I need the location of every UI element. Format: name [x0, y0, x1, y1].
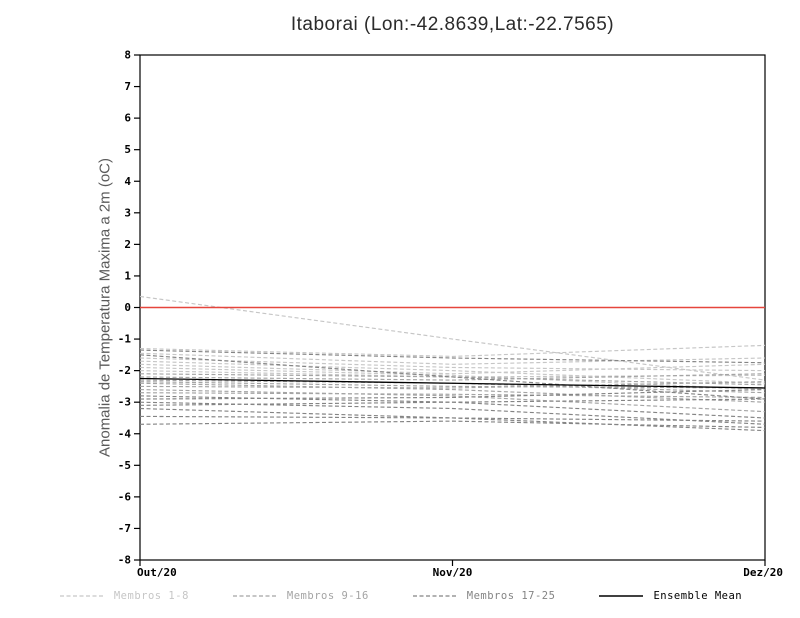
legend-item-ensemble-mean: Ensemble Mean — [597, 590, 742, 602]
svg-text:1: 1 — [124, 269, 131, 282]
ensemble-member-lines — [139, 295, 766, 432]
dashed-line-sample-icon — [232, 595, 277, 597]
svg-text:0: 0 — [124, 301, 131, 314]
svg-text:2: 2 — [124, 238, 131, 251]
legend-label: Ensemble Mean — [653, 590, 743, 602]
svg-text:Nov/20: Nov/20 — [433, 566, 473, 579]
dashed-line-sample-icon — [59, 595, 104, 597]
svg-text:8: 8 — [124, 49, 131, 62]
ensemble-mean-line — [139, 377, 766, 389]
legend-item-membros-1-8: Membros 1-8 — [58, 590, 189, 602]
svg-text:6: 6 — [124, 112, 131, 125]
svg-text:-8: -8 — [118, 554, 131, 567]
svg-text:7: 7 — [124, 80, 131, 93]
svg-text:-3: -3 — [118, 396, 131, 409]
chart-title: Itaborai (Lon:-42.8639,Lat:-22.7565) — [290, 14, 615, 35]
svg-text:4: 4 — [124, 175, 131, 188]
legend-label: Membros 9-16 — [286, 590, 369, 602]
legend: Membros 1-8 Membros 9-16 Membros 17-25 E… — [0, 590, 800, 602]
svg-text:-2: -2 — [118, 364, 131, 377]
svg-text:Out/20: Out/20 — [137, 566, 177, 579]
svg-text:-6: -6 — [118, 490, 132, 503]
legend-item-membros-9-16: Membros 9-16 — [231, 590, 369, 602]
svg-text:3: 3 — [124, 206, 131, 219]
svg-text:5: 5 — [124, 143, 131, 156]
dashed-line-sample-icon — [412, 595, 457, 597]
solid-line-sample-icon — [599, 595, 644, 597]
svg-text:-4: -4 — [118, 427, 132, 440]
svg-text:Dez/20: Dez/20 — [743, 566, 783, 579]
legend-item-membros-17-25: Membros 17-25 — [411, 590, 556, 602]
x-axis-ticks: Out/20 Nov/20 Dez/20 — [137, 560, 783, 579]
legend-label: Membros 17-25 — [466, 590, 556, 602]
svg-text:-1: -1 — [118, 333, 132, 346]
legend-label: Membros 1-8 — [113, 590, 189, 602]
y-axis-ticks: -8 -7 -6 -5 -4 -3 -2 -1 0 1 2 3 4 5 6 7 8 — [118, 49, 140, 567]
svg-text:-5: -5 — [118, 459, 131, 472]
svg-text:-7: -7 — [118, 522, 131, 535]
